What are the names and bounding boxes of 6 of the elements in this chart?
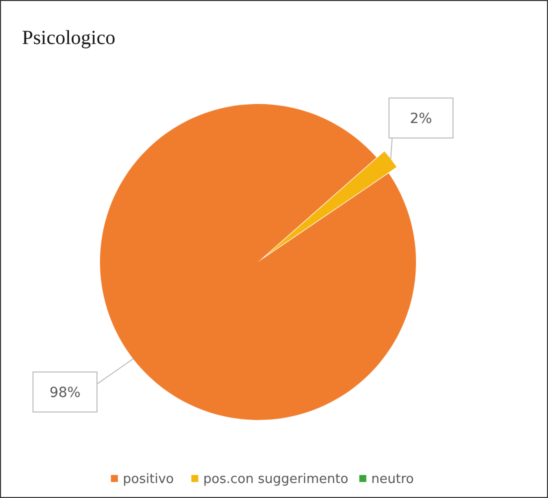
data-label: 98% bbox=[49, 385, 81, 401]
legend-label: pos.con suggerimento bbox=[203, 472, 348, 487]
legend-label: neutro bbox=[371, 472, 414, 487]
chart-title: Psicologico bbox=[22, 27, 116, 49]
legend-label: positivo bbox=[122, 472, 174, 487]
data-label: 2% bbox=[410, 111, 432, 127]
